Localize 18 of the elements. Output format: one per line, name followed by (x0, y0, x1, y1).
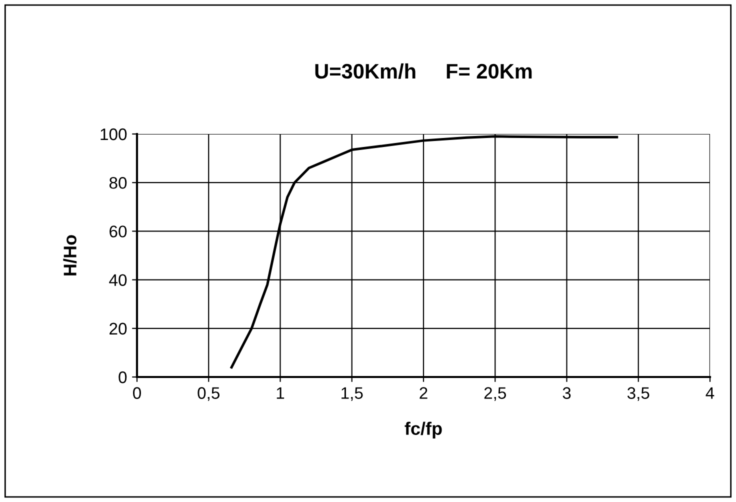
y-tick-label: 40 (109, 274, 127, 286)
x-tick-label: 3,5 (627, 387, 650, 401)
x-tick-label: 2,5 (484, 387, 506, 401)
y-tick-label: 20 (110, 322, 127, 335)
x-tick-label: 0,5 (198, 387, 220, 401)
x-tick-label: 1 (276, 387, 284, 399)
x-tick-label: 4 (706, 387, 714, 399)
x-axis-title: fc/fp (404, 422, 442, 439)
y-tick-label: 100 (100, 128, 127, 140)
x-tick-label: 3 (562, 387, 571, 399)
y-axis-title: H/Ho (63, 235, 77, 276)
y-tick-label: 60 (110, 226, 127, 238)
y-tick-label: 80 (109, 177, 127, 189)
y-tick-label: 0 (118, 371, 127, 384)
x-tick-label: 0 (133, 387, 141, 399)
x-tick-label: 1,5 (342, 387, 363, 401)
chart-title: U=30Km/h F= 20Km (315, 63, 532, 79)
x-tick-label: 2 (420, 387, 428, 399)
